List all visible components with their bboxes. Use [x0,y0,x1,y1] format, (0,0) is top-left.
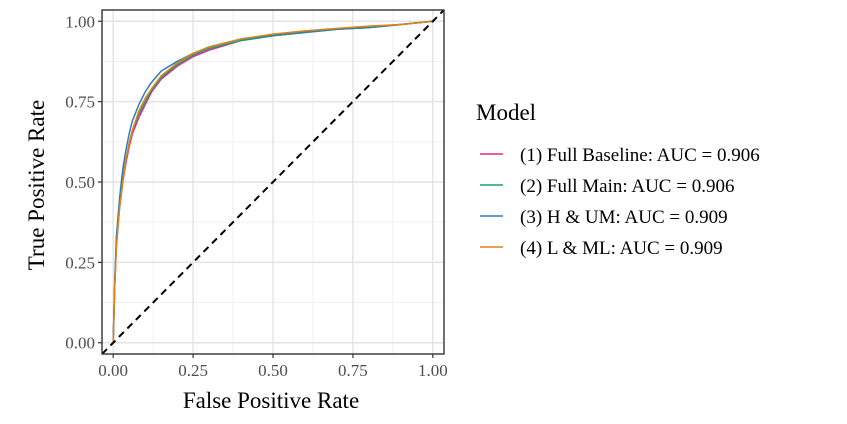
reference-diagonal-line [102,10,444,354]
y-axis-label: True Positive Rate [24,100,49,270]
series-line-3 [112,20,433,343]
legend-label-3: (3) H & UM: AUC = 0.909 [520,207,728,228]
x-tick-label: 0.50 [258,361,288,380]
y-tick-label: 0.75 [65,93,95,112]
legend: Model (1) Full Baseline: AUC = 0.906 (2) … [476,100,760,259]
x-tick-label: 0.75 [338,361,368,380]
y-tick-label: 0.00 [65,334,95,353]
series-layer [112,20,433,343]
x-tick-label: 0.25 [178,361,208,380]
x-axis-ticks: 0.00 0.25 0.50 0.75 1.00 [98,354,448,380]
y-tick-label: 0.50 [65,173,95,192]
reference-line-layer [102,10,444,354]
legend-label-4: (4) L & ML: AUC = 0.909 [520,238,723,259]
y-axis-ticks: 0.00 0.25 0.50 0.75 1.00 [65,12,102,353]
legend-title: Model [476,100,536,125]
plot-frame [101,9,445,355]
x-tick-label: 0.00 [98,361,128,380]
legend-label-2: (2) Full Main: AUC = 0.906 [520,176,734,197]
x-axis-label: False Positive Rate [183,388,359,413]
y-tick-label: 0.25 [65,253,95,272]
y-tick-label: 1.00 [65,12,95,31]
legend-items: (1) Full Baseline: AUC = 0.906 (2) Full M… [480,145,760,259]
panel-border [101,9,445,355]
series-line-4 [112,20,433,343]
legend-label-1: (1) Full Baseline: AUC = 0.906 [520,145,760,166]
x-tick-label: 1.00 [418,361,448,380]
